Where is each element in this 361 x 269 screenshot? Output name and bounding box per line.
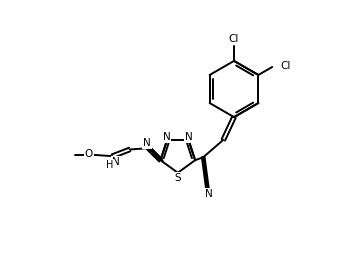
- Text: N: N: [205, 189, 213, 199]
- Text: N: N: [185, 132, 193, 142]
- Text: Cl: Cl: [280, 61, 291, 71]
- Text: Cl: Cl: [229, 34, 239, 44]
- Text: N: N: [112, 157, 119, 167]
- Text: N: N: [143, 138, 151, 148]
- Text: N: N: [163, 132, 170, 142]
- Text: O: O: [85, 149, 93, 159]
- Text: S: S: [174, 173, 181, 183]
- Text: H: H: [106, 160, 113, 170]
